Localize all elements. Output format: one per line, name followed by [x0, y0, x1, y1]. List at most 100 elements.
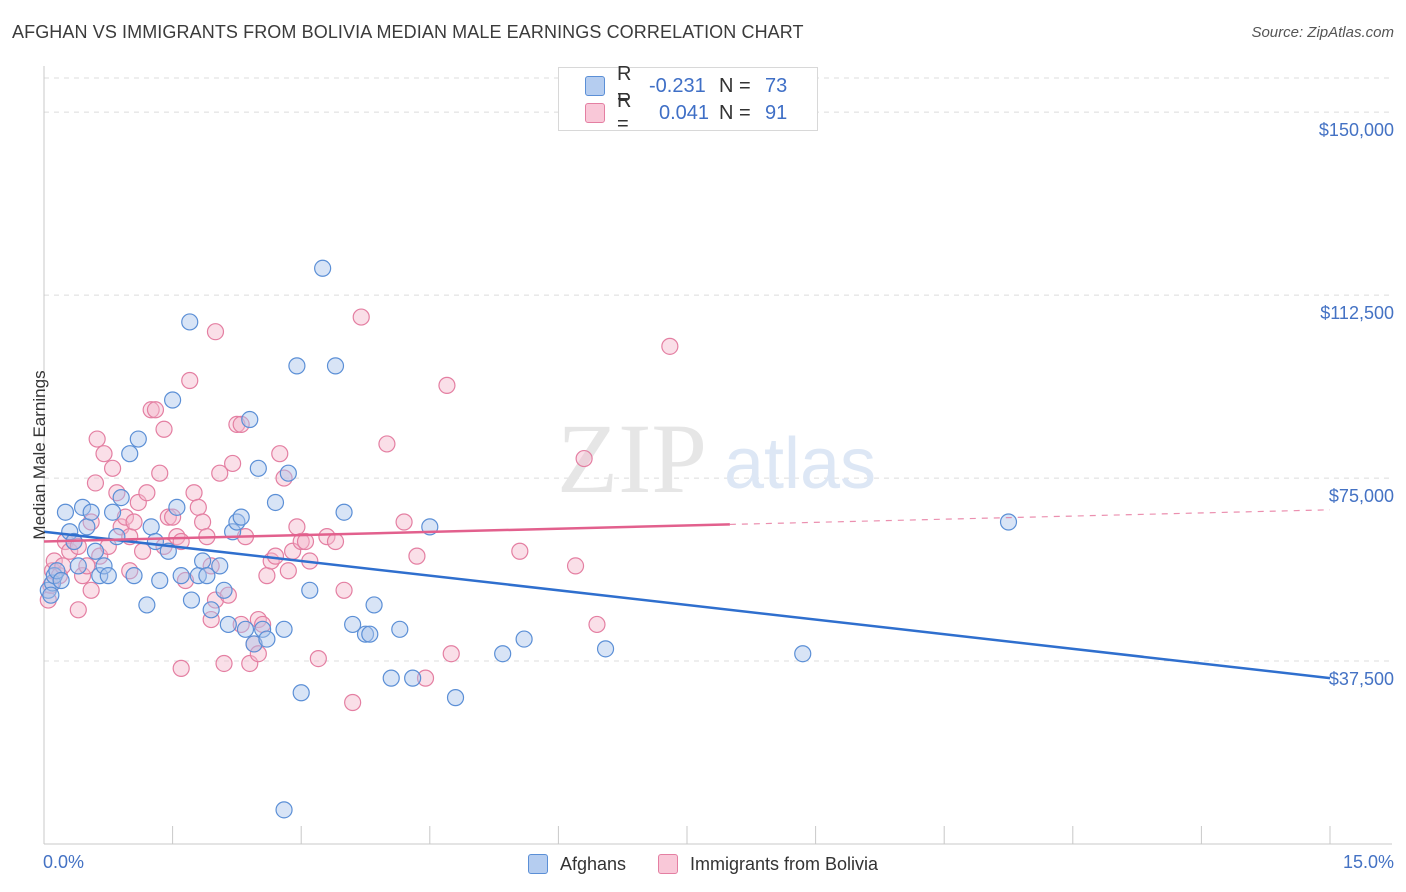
legend-item-bolivia[interactable]: Immigrants from Bolivia	[658, 854, 878, 875]
bolivia-point-61	[288, 518, 306, 536]
afghans-legend-swatch	[527, 854, 548, 874]
afghans-point-44	[245, 635, 263, 653]
afghans-point-48	[266, 493, 285, 512]
bolivia-point-59	[279, 562, 297, 580]
bolivia-point-12	[82, 581, 100, 599]
r-label: R =	[617, 63, 632, 108]
bolivia-point-20	[112, 518, 130, 536]
afghans-point-19	[121, 445, 139, 463]
y-tick-75000: $75,000	[1328, 486, 1394, 507]
afghans-point-69	[794, 645, 812, 663]
bolivia-point-67	[326, 532, 345, 551]
bolivia-point-65	[309, 649, 327, 668]
bolivia-point-29	[151, 464, 169, 482]
afghans-point-35	[202, 601, 220, 619]
afghans-point-37	[215, 581, 233, 599]
bolivia-point-28	[146, 401, 165, 419]
afghans-point-63	[404, 669, 422, 687]
afghans-point-11	[82, 503, 100, 521]
afghans-trend-line	[43, 530, 1331, 680]
bolivia-point-44	[215, 654, 233, 673]
afghans-point-46	[254, 620, 272, 638]
afghans-point-8	[69, 557, 87, 575]
afghans-point-49	[275, 620, 293, 638]
bolivia-point-66	[318, 528, 336, 546]
bolivia-point-37	[185, 484, 203, 502]
bolivia-trend-extension	[729, 509, 1331, 526]
grid-lines	[44, 77, 1392, 662]
afghans-point-66	[494, 645, 512, 663]
bolivia-point-62	[292, 532, 310, 551]
n-label: N =	[719, 74, 751, 97]
afghans-point-47	[258, 630, 276, 648]
bolivia-point-32	[164, 508, 182, 526]
bolivia-point-43	[211, 464, 229, 482]
afghans-point-43	[241, 410, 259, 429]
legend-row-bolivia: R = 0.041 N = 91	[585, 90, 805, 135]
bolivia-point-86	[249, 645, 267, 663]
legend-item-afghans[interactable]: Afghans	[527, 854, 626, 875]
afghans-point-4	[52, 571, 70, 590]
afghans-point-34	[198, 567, 216, 585]
bolivia-point-82	[172, 659, 190, 677]
bolivia-point-54	[258, 567, 276, 585]
r-value-bolivia: 0.041	[659, 101, 710, 124]
afghans-point-25	[151, 571, 169, 590]
bolivia-point-1	[42, 576, 60, 595]
afghans-point-29	[172, 567, 190, 585]
afghans-point-54	[314, 259, 332, 277]
bolivia-point-69	[344, 693, 362, 712]
afghans-point-72	[42, 586, 60, 604]
afghans-point-16	[103, 503, 122, 521]
bolivia-point-21	[116, 508, 135, 526]
bolivia-point-14	[88, 430, 106, 448]
afghans-point-65	[446, 689, 465, 707]
bolivia-point-38	[189, 498, 207, 516]
afghans-point-33	[194, 552, 212, 570]
correlation-legend: R = -0.231 N = 73 R = 0.041 N = 91	[558, 63, 818, 135]
afghans-point-70	[999, 513, 1018, 531]
afghans-point-51	[288, 357, 306, 375]
afghans-point-31	[182, 591, 201, 609]
afghans-point-12	[86, 542, 105, 560]
afghans-point-42	[236, 620, 255, 638]
watermark: ZIP atlas	[557, 403, 876, 514]
watermark-zip: ZIP	[557, 403, 707, 514]
afghans-point-52	[292, 684, 310, 702]
y-tick-150000: $150,000	[1318, 120, 1394, 141]
afghans-point-41	[232, 508, 250, 526]
afghans-point-60	[365, 596, 383, 614]
afghans-point-18	[112, 488, 130, 507]
bolivia-point-13	[86, 474, 105, 492]
afghans-point-20	[125, 567, 143, 585]
bolivia-point-76	[442, 645, 460, 663]
source-label: Source: ZipAtlas.com	[1251, 24, 1394, 41]
afghans-point-3	[48, 562, 66, 580]
r-value-afghans: -0.231	[649, 74, 706, 97]
afghans-point-38	[219, 615, 237, 634]
afghans-point-50	[279, 464, 297, 482]
afghans-point-22	[138, 596, 156, 614]
afghans-point-55	[326, 357, 345, 375]
bolivia-point-78	[566, 557, 585, 575]
bolivia-point-23	[125, 513, 143, 531]
watermark-atlas: atlas	[724, 424, 876, 504]
bolivia-point-81	[661, 337, 679, 355]
afghans-point-68	[596, 640, 615, 658]
afghans-point-30	[181, 313, 199, 331]
bolivia-point-57	[271, 445, 289, 463]
bolivia-point-47	[228, 415, 246, 434]
afghans-point-5	[56, 503, 75, 521]
bolivia-point-0	[39, 591, 57, 609]
y-axis-label: Median Male Earnings	[30, 370, 49, 540]
bolivia-point-18	[103, 459, 122, 477]
bolivia-point-79	[575, 449, 593, 468]
bolivia-point-80	[588, 615, 606, 634]
legend-row-afghans: R = -0.231 N = 73	[585, 63, 805, 108]
afghans-point-9	[73, 498, 92, 516]
afghans-point-10	[78, 518, 96, 536]
bolivia-point-74	[416, 669, 435, 687]
afghans-point-21	[129, 430, 147, 448]
afghans-point-56	[335, 503, 353, 521]
